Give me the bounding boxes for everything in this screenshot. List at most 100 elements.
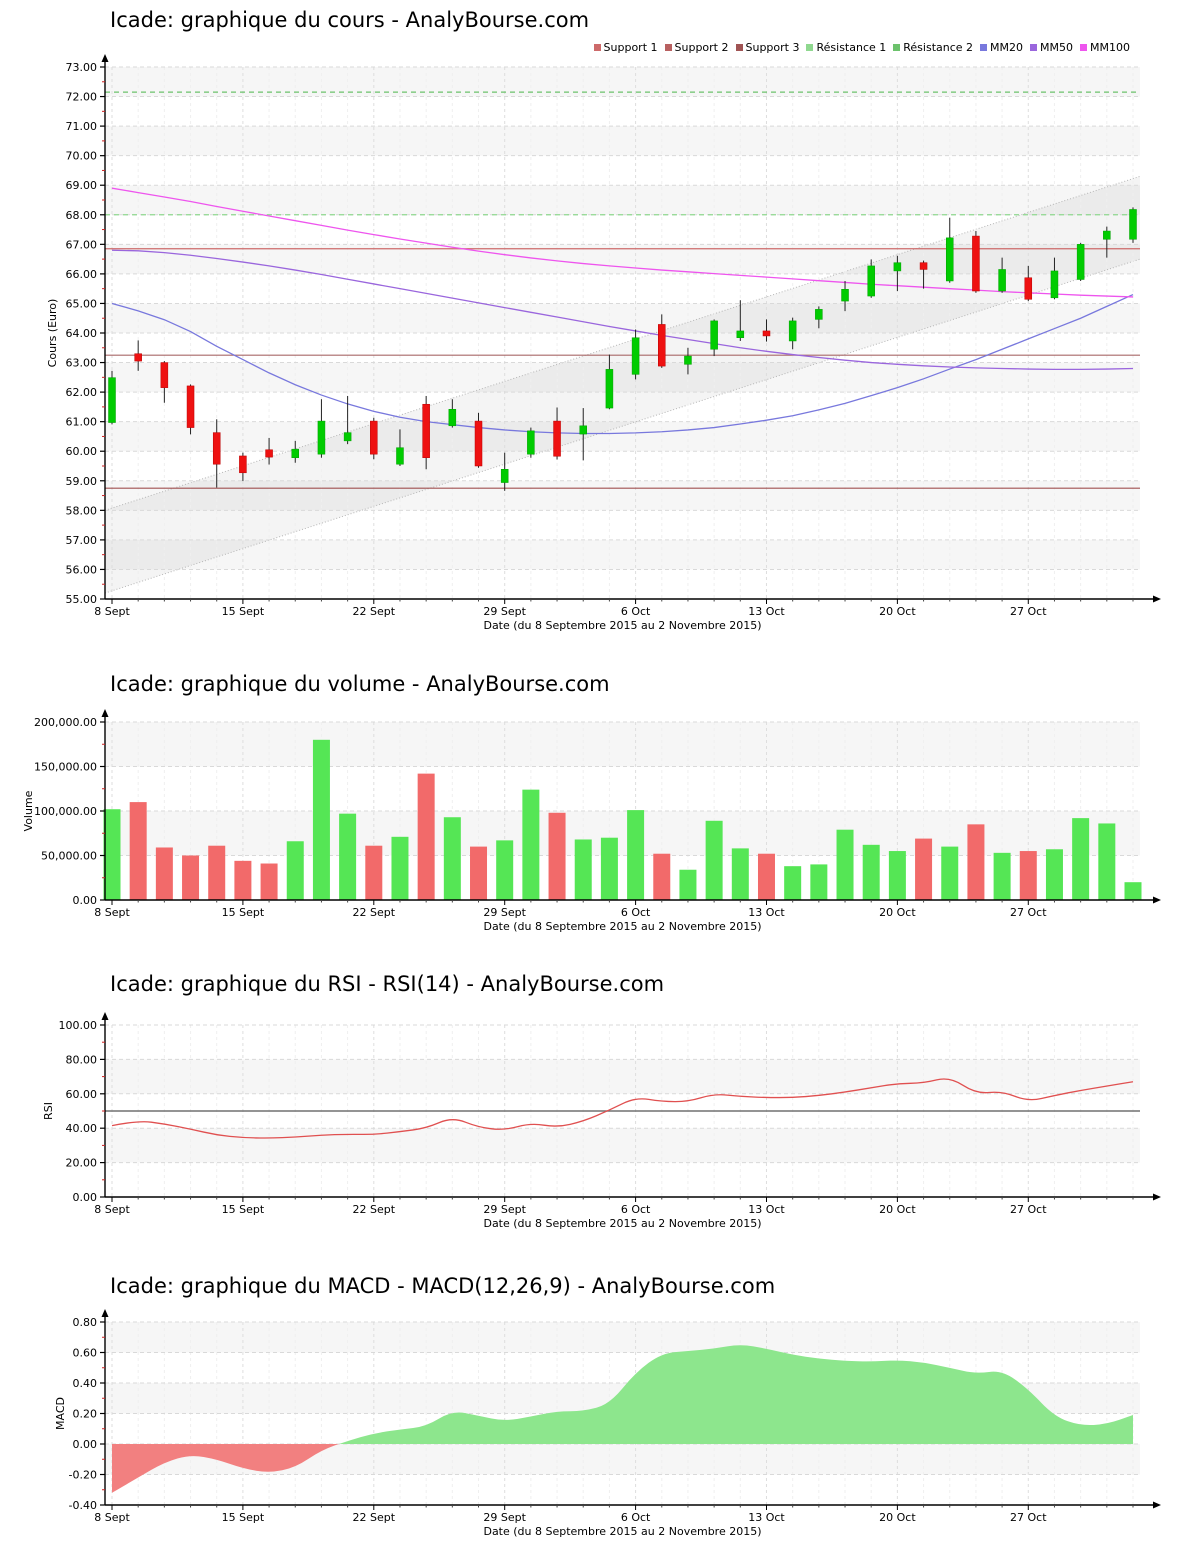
- candle: [396, 447, 404, 465]
- svg-text:150,000.00: 150,000.00: [34, 761, 97, 774]
- svg-text:64.00: 64.00: [66, 327, 98, 340]
- volume-bar: [103, 809, 121, 900]
- legend-item-label: MM50: [1040, 41, 1074, 54]
- volume-bar: [496, 840, 514, 900]
- svg-text:13 Oct: 13 Oct: [748, 1511, 785, 1524]
- candle: [841, 289, 849, 302]
- volume-bar: [993, 852, 1011, 900]
- volume-bar: [470, 846, 488, 900]
- bar-plot: 0.00 50,000.00 100,000.00 150,000.00 200,000…: [22, 709, 1161, 933]
- svg-text:27 Oct: 27 Oct: [1010, 1203, 1047, 1216]
- svg-text:6 Oct: 6 Oct: [621, 1511, 651, 1524]
- macd-area-positive: [112, 1345, 1133, 1444]
- volume-bar: [391, 836, 409, 900]
- series-mm50: [111, 249, 1134, 371]
- candle: [108, 377, 116, 423]
- svg-text:22 Sept: 22 Sept: [353, 1203, 396, 1216]
- volume-bar: [443, 817, 461, 900]
- svg-text:27 Oct: 27 Oct: [1010, 605, 1047, 618]
- svg-text:70.00: 70.00: [66, 150, 98, 163]
- svg-text:80.00: 80.00: [66, 1053, 98, 1066]
- svg-text:68.00: 68.00: [66, 209, 98, 222]
- svg-text:50,000.00: 50,000.00: [41, 850, 97, 863]
- svg-text:200,000.00: 200,000.00: [34, 716, 97, 729]
- volume-bar: [1045, 849, 1063, 900]
- svg-text:0.40: 0.40: [73, 1377, 98, 1390]
- svg-text:8 Sept: 8 Sept: [94, 605, 130, 618]
- volume-bar: [836, 829, 854, 900]
- svg-text:22 Sept: 22 Sept: [353, 1511, 396, 1524]
- volume-bar: [810, 864, 828, 900]
- candle: [788, 320, 797, 342]
- svg-text:67.00: 67.00: [66, 238, 98, 251]
- y-axis-title: MACD: [54, 1397, 67, 1430]
- volume-bar: [862, 844, 880, 900]
- rsi-chart-title: Icade: graphique du RSI - RSI(14) - Anal…: [110, 972, 665, 996]
- svg-text:29 Sept: 29 Sept: [483, 1511, 526, 1524]
- svg-text:29 Sept: 29 Sept: [483, 1203, 526, 1216]
- volume-bar: [260, 863, 278, 900]
- candle: [134, 353, 142, 362]
- svg-text:63.00: 63.00: [66, 357, 98, 370]
- svg-text:60.00: 60.00: [66, 1088, 98, 1101]
- x-axis-title: Date (du 8 Septembre 2015 au 2 Novembre …: [483, 1217, 761, 1230]
- legend-item-label: MM100: [1090, 41, 1130, 54]
- rsi-line: [111, 1078, 1134, 1139]
- candle: [527, 430, 535, 455]
- svg-text:61.00: 61.00: [66, 416, 98, 429]
- volume-bar: [1124, 882, 1142, 900]
- candle: [265, 449, 273, 458]
- legend-item-r-sistance-2: Résistance 2: [893, 41, 973, 54]
- legend-item-r-sistance-1: Résistance 1: [806, 41, 886, 54]
- volume-bar: [234, 860, 252, 900]
- candle: [658, 324, 666, 367]
- svg-text:22 Sept: 22 Sept: [353, 906, 396, 919]
- svg-text:8 Sept: 8 Sept: [94, 1511, 130, 1524]
- svg-text:62.00: 62.00: [66, 386, 98, 399]
- legend-item-label: MM20: [990, 41, 1024, 54]
- candle: [579, 425, 587, 435]
- svg-text:15 Sept: 15 Sept: [222, 605, 265, 618]
- volume-bar: [129, 802, 147, 900]
- candle: [684, 355, 692, 365]
- candle: [212, 432, 221, 465]
- svg-text:55.00: 55.00: [66, 593, 98, 606]
- candle: [448, 409, 457, 427]
- legend-swatch-icon: [593, 44, 601, 51]
- svg-text:8 Sept: 8 Sept: [94, 906, 130, 919]
- volume-bar: [915, 838, 933, 900]
- svg-text:6 Oct: 6 Oct: [621, 605, 651, 618]
- macd-chart-title: Icade: graphique du MACD - MACD(12,26,9)…: [110, 1274, 776, 1298]
- legend-swatch-icon: [980, 44, 988, 51]
- candle: [239, 455, 247, 474]
- candle: [605, 369, 614, 409]
- candle: [422, 403, 430, 458]
- svg-text:6 Oct: 6 Oct: [621, 1203, 651, 1216]
- svg-text:57.00: 57.00: [66, 534, 98, 547]
- svg-text:22 Sept: 22 Sept: [353, 605, 396, 618]
- line-plot: 0.00 20.00 40.00 60.00 80.00 100.00 8 Sept 15 S…: [42, 1012, 1161, 1230]
- macd-area-negative: [112, 1444, 1133, 1493]
- candle: [291, 448, 300, 458]
- legend-swatch-icon: [806, 44, 814, 51]
- svg-text:0.20: 0.20: [73, 1408, 98, 1421]
- svg-text:65.00: 65.00: [66, 297, 98, 310]
- legend-item-label: Support 2: [674, 41, 729, 54]
- series-mm20: [111, 293, 1134, 435]
- candle: [972, 235, 980, 292]
- candle: [317, 420, 326, 455]
- legend-swatch-icon: [664, 44, 672, 51]
- svg-text:13 Oct: 13 Oct: [748, 605, 785, 618]
- volume-bar: [679, 869, 697, 900]
- candle: [1024, 277, 1033, 300]
- svg-text:0.00: 0.00: [73, 1191, 98, 1204]
- volume-bar: [888, 851, 906, 900]
- legend-swatch-icon: [1030, 44, 1038, 51]
- svg-text:20 Oct: 20 Oct: [879, 906, 916, 919]
- volume-bar: [1072, 818, 1090, 900]
- volume-bar: [784, 866, 802, 900]
- svg-text:0.60: 0.60: [73, 1347, 98, 1360]
- x-axis-title: Date (du 8 Septembre 2015 au 2 Novembre …: [483, 920, 761, 933]
- y-axis-title: RSI: [42, 1102, 55, 1120]
- svg-text:27 Oct: 27 Oct: [1010, 1511, 1047, 1524]
